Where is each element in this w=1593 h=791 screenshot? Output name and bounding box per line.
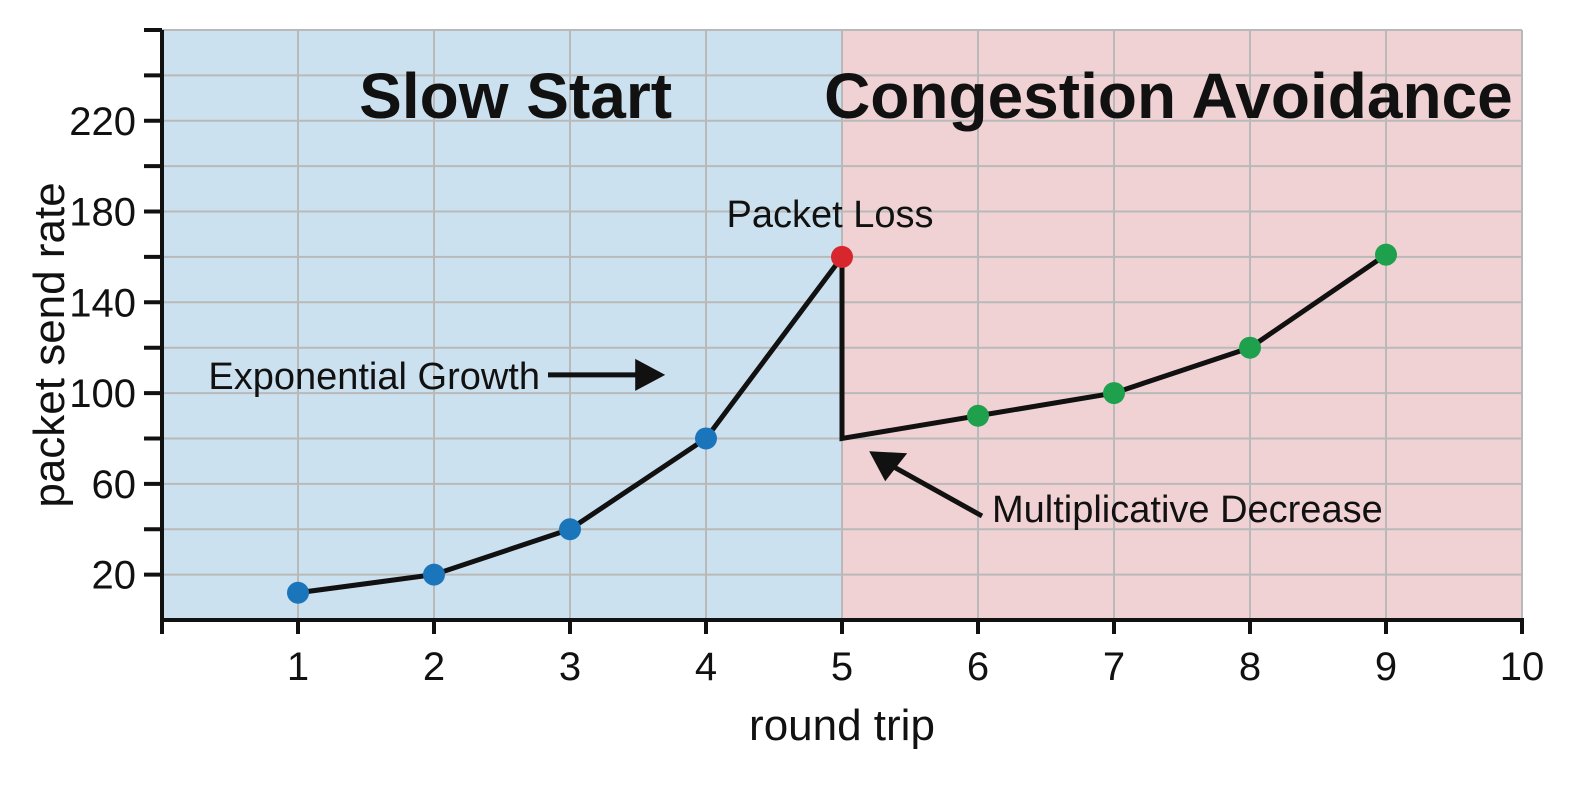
annotation-packet-loss: Packet Loss [727,194,934,236]
x-axis-title: round trip [749,701,935,750]
data-point [1375,243,1397,266]
arrow-head-growth [635,358,666,391]
data-point [967,404,989,427]
annotation-exponential-growth: Exponential Growth [208,356,540,398]
x-tick-label: 4 [695,645,717,689]
region-title-1: Congestion Avoidance [824,60,1513,132]
arrow-head-decrease [869,451,908,482]
y-tick-label: 60 [92,463,137,507]
data-point [423,563,445,586]
series-line [297,249,1388,596]
y-axis-title: packet send rate [25,182,74,507]
y-tick-label: 100 [69,372,136,416]
data-point [695,427,717,450]
labels: 20 60 100 140 180 220 1 2 3 4 5 6 7 8 9 10 round trip pac… [25,60,1544,750]
y-tick-label: 20 [92,554,137,598]
x-tick-label: 1 [287,645,309,689]
y-tick-label: 220 [69,100,136,144]
data-points [287,243,1397,604]
x-tick-label: 2 [423,645,445,689]
x-tick-label: 7 [1103,645,1125,689]
x-tick-label: 3 [559,645,581,689]
data-point [559,518,581,541]
data-point [1239,336,1261,359]
y-tick-label: 140 [69,281,136,325]
x-tick-label: 10 [1500,645,1545,689]
x-tick-label: 9 [1375,645,1397,689]
region-0 [162,30,842,620]
axes [144,28,1524,634]
background-regions [162,30,1522,620]
annotation-multiplicative-decrease: Multiplicative Decrease [992,489,1383,531]
grid [162,29,1523,620]
x-tick-label: 6 [967,645,989,689]
x-tick-label: 5 [831,645,853,689]
data-point [287,581,309,604]
arrow-shaft-decrease [885,461,984,519]
region-title-0: Slow Start [359,60,672,132]
data-point [831,245,853,268]
data-point [1103,382,1125,405]
x-tick-label: 8 [1239,645,1261,689]
y-tick-label: 180 [69,191,136,235]
region-1 [842,30,1522,620]
series-line [297,249,1388,596]
